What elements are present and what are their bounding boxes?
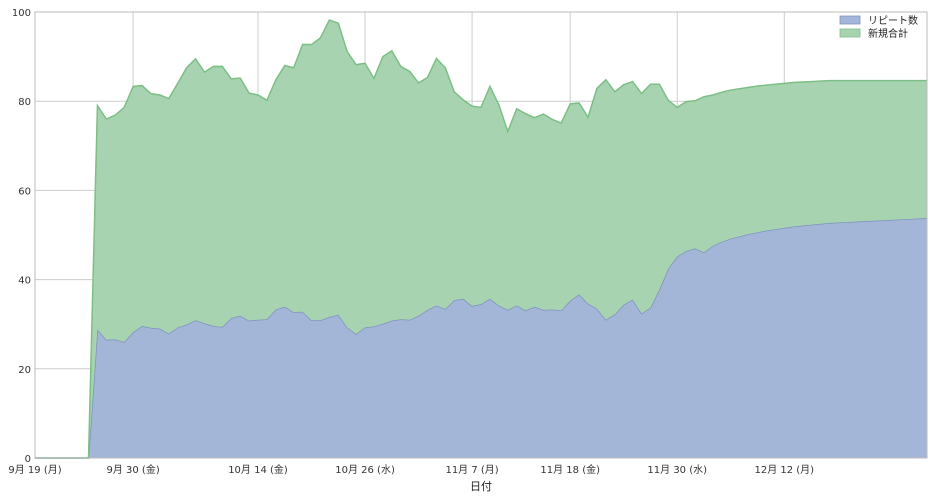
y-tick-label: 80 [18, 97, 31, 108]
area-series [35, 19, 928, 459]
plot-frame [34, 11, 928, 459]
area-series-2 [35, 20, 927, 459]
y-axis-ticks: 0 20 40 60 80 100 [12, 8, 31, 465]
x-tick-label: 11月 18 (金) [540, 463, 600, 476]
x-tick-label: 9月 30 (金) [106, 463, 159, 476]
legend-label: 新規合計 [868, 27, 908, 40]
x-axis-label: 日付 [470, 480, 492, 493]
y-tick-label: 20 [18, 365, 31, 376]
series-line-2 [35, 19, 927, 459]
x-tick-label: 10月 14 (金) [228, 463, 288, 476]
x-tick-label: 12月 12 (月) [754, 464, 814, 476]
x-tick-label: 10月 26 (水) [335, 464, 395, 476]
y-tick-label: 100 [12, 8, 31, 19]
x-tick-label: 11月 7 (月) [445, 464, 498, 476]
x-tick-label: 9月 19 (月) [8, 464, 61, 476]
x-tick-label: 11月 30 (水) [647, 464, 707, 476]
x-axis-ticks: 9月 19 (月) 9月 30 (金) 10月 14 (金) 10月 26 (水) 11… [8, 463, 814, 476]
y-tick-label: 40 [18, 276, 31, 287]
legend-swatch [839, 15, 861, 25]
y-tick-label: 0 [25, 454, 31, 465]
y-tick-label: 60 [18, 186, 31, 197]
legend-swatch [839, 28, 861, 38]
area-series-1 [35, 218, 927, 458]
legend-label: リピート数 [868, 14, 918, 27]
